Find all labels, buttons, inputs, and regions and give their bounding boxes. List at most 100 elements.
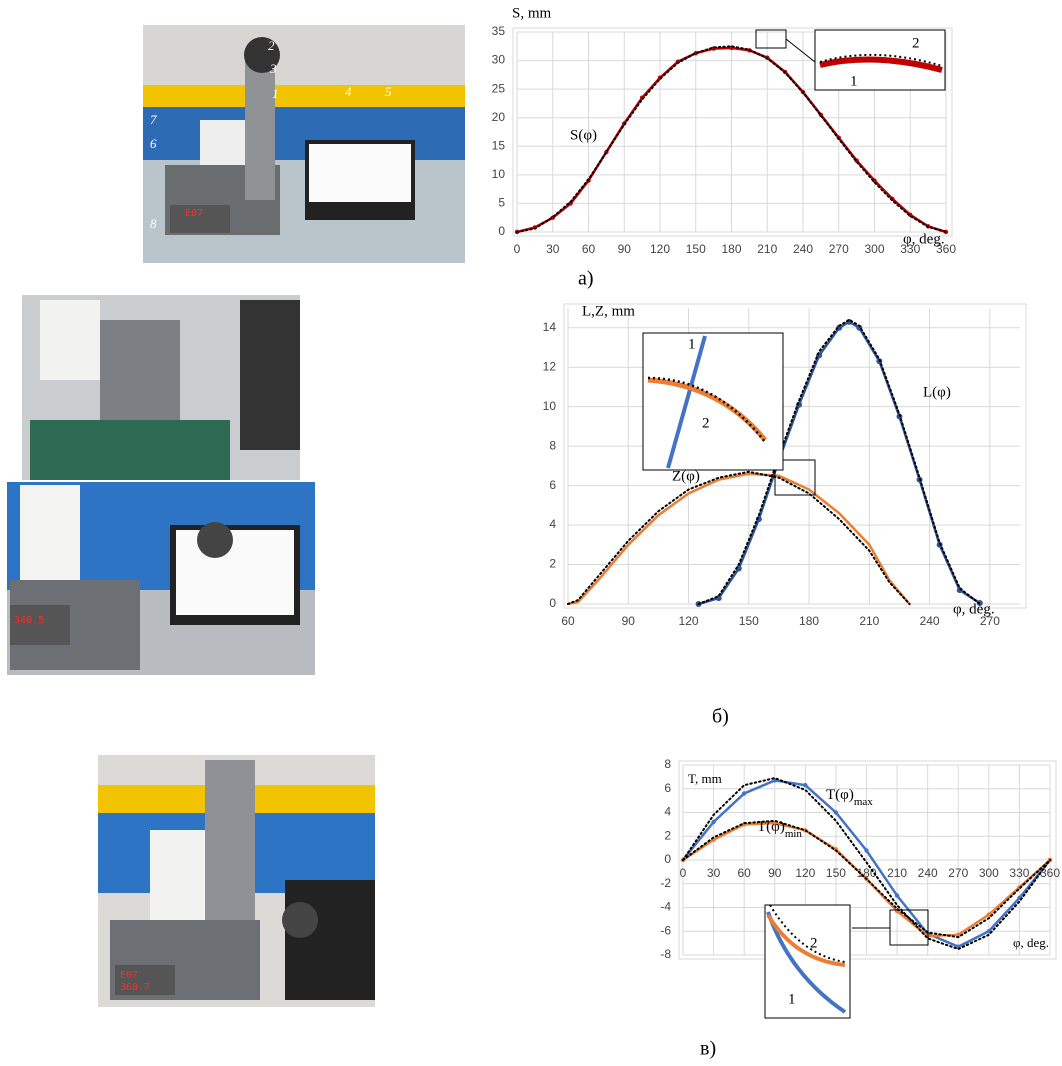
y-tick-label: 0	[549, 596, 556, 610]
plot-frame	[564, 304, 1026, 608]
y-tick-label: 0	[498, 224, 505, 238]
y-tick-label: 35	[492, 24, 506, 38]
annotation-sub: min	[785, 828, 803, 840]
photo-a: E07 2 3 1 4 5 7 6 8	[143, 25, 465, 263]
x-tick-label: 240	[920, 614, 940, 628]
photo-label: 5	[385, 84, 392, 99]
x-tick-label: 150	[826, 866, 846, 880]
annotation-text: T(φ)	[757, 819, 785, 835]
x-tick-label: 90	[768, 866, 782, 880]
y-tick-label: 5	[498, 196, 505, 210]
x-tick-label: 270	[829, 242, 849, 256]
y-tick-label: 8	[549, 438, 556, 452]
x-tick-label: 210	[887, 866, 907, 880]
x-tick-label: 90	[622, 614, 636, 628]
y-tick-label: -6	[660, 923, 671, 937]
zoom-arrow	[786, 39, 815, 62]
inset-label: 2	[702, 415, 710, 431]
photo-label: 1	[272, 86, 279, 101]
x-tick-label: 60	[561, 614, 575, 628]
x-tick-label: 90	[618, 242, 632, 256]
display: 340.5	[14, 615, 44, 626]
y-axis-label: L,Z, mm	[582, 303, 635, 319]
x-tick-label: 120	[650, 242, 670, 256]
x-tick-label: 60	[582, 242, 596, 256]
y-tick-label: 4	[664, 805, 671, 819]
y-axis-label: T, mm	[688, 771, 722, 786]
y-tick-label: 25	[492, 81, 506, 95]
photo-b: 340.5	[7, 295, 315, 675]
y-tick-label: 30	[492, 53, 506, 67]
x-axis-label: φ, deg.	[953, 601, 995, 617]
x-tick-label: 210	[859, 614, 879, 628]
photo-label: 8	[150, 216, 157, 231]
y-tick-label: -8	[660, 947, 671, 961]
point	[895, 893, 899, 897]
y-tick-label: 12	[543, 359, 557, 373]
series-line	[568, 472, 910, 604]
x-axis-label: φ, deg.	[1013, 935, 1049, 950]
x-tick-label: 60	[737, 866, 751, 880]
annotation: Z(φ)	[672, 468, 700, 484]
y-tick-label: -4	[660, 900, 671, 914]
inset-label: 1	[850, 73, 858, 89]
x-tick-label: 240	[918, 866, 938, 880]
series-line	[568, 474, 910, 604]
x-axis-label: φ, deg.	[903, 231, 945, 247]
x-tick-label: 180	[799, 614, 819, 628]
y-tick-label: 14	[543, 320, 557, 334]
x-tick-label: 0	[680, 866, 687, 880]
x-tick-label: 300	[864, 242, 884, 256]
y-tick-label: 20	[492, 110, 506, 124]
y-tick-label: -2	[660, 876, 671, 890]
y-tick-label: 2	[549, 557, 556, 571]
inset-label: 1	[788, 991, 796, 1007]
inset-label: 2	[810, 935, 818, 951]
y-tick-label: 2	[664, 828, 671, 842]
photo-label: 4	[345, 84, 352, 99]
point	[711, 820, 715, 824]
display: E07	[120, 970, 138, 981]
photo-label: 6	[150, 136, 157, 151]
point	[834, 810, 838, 814]
x-tick-label: 120	[795, 866, 815, 880]
x-tick-label: 30	[546, 242, 560, 256]
x-tick-label: 330	[1009, 866, 1029, 880]
x-tick-label: 180	[721, 242, 741, 256]
annotation: L(φ)	[923, 384, 951, 400]
inset-label: 1	[688, 336, 696, 352]
x-tick-label: 210	[757, 242, 777, 256]
x-tick-label: 30	[707, 866, 721, 880]
figure: E07 2 3 1 4 5 7 6 8 340.5 E07 360.7 0510…	[0, 0, 1062, 1066]
x-tick-label: 300	[979, 866, 999, 880]
y-tick-label: 4	[549, 517, 556, 531]
x-tick-label: 240	[793, 242, 813, 256]
point	[864, 848, 868, 852]
photo-label: 2	[268, 38, 275, 53]
x-tick-label: 150	[739, 614, 759, 628]
annotation: S(φ)	[570, 127, 597, 143]
x-tick-label: 120	[679, 614, 699, 628]
caption: в)	[700, 1038, 716, 1060]
y-tick-label: 0	[664, 852, 671, 866]
zoom-box	[756, 30, 786, 48]
x-tick-label: 150	[686, 242, 706, 256]
inset-label: 2	[912, 35, 920, 51]
photo-label: 3	[269, 61, 277, 76]
y-tick-label: 10	[492, 167, 506, 181]
display: 360.7	[120, 982, 150, 993]
caption: б)	[712, 706, 729, 728]
y-axis-label: S, mm	[512, 5, 552, 21]
x-tick-label: 270	[948, 866, 968, 880]
photo-c: E07 360.7	[98, 755, 375, 1007]
y-tick-label: 6	[664, 781, 671, 795]
y-tick-label: 10	[543, 399, 557, 413]
inset	[643, 333, 783, 470]
y-tick-label: 8	[664, 757, 671, 771]
photo-label: 7	[150, 112, 157, 127]
display: E07	[185, 208, 203, 219]
y-tick-label: 15	[492, 138, 506, 152]
annotation-sub: max	[854, 796, 873, 808]
y-tick-label: 6	[549, 478, 556, 492]
annotation-text: T(φ)	[826, 787, 854, 803]
